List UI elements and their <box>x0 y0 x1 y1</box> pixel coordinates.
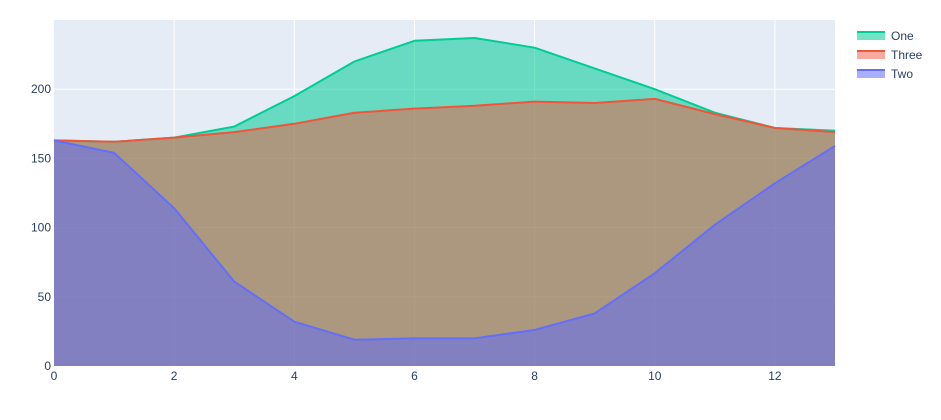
legend-item-one[interactable]: One <box>857 29 914 43</box>
y-tick-label: 200 <box>31 82 51 96</box>
line-two <box>53 139 836 341</box>
x-tick-label: 12 <box>768 369 782 383</box>
x-tick-label: 8 <box>531 369 538 383</box>
legend-swatch <box>857 51 885 59</box>
line-three <box>53 97 836 143</box>
y-tick-label: 100 <box>31 221 51 235</box>
area-two <box>54 140 835 366</box>
x-tick-label: 2 <box>171 369 178 383</box>
series-lines <box>53 36 836 341</box>
y-tick-label: 50 <box>38 290 52 304</box>
legend[interactable]: One Three Two <box>857 29 923 81</box>
legend-swatch <box>857 32 885 40</box>
legend-label: Two <box>891 67 913 81</box>
legend-label: Three <box>891 48 923 62</box>
x-tick-label: 10 <box>648 369 662 383</box>
y-tick-label: 0 <box>44 359 51 373</box>
x-tick-label: 6 <box>411 369 418 383</box>
x-axis-ticks: 0 2 4 6 8 10 12 <box>51 369 782 383</box>
legend-item-three[interactable]: Three <box>857 48 923 62</box>
legend-label: One <box>891 29 914 43</box>
x-tick-label: 0 <box>51 369 58 383</box>
x-tick-label: 4 <box>291 369 298 383</box>
legend-swatch <box>857 70 885 78</box>
y-tick-label: 150 <box>31 151 51 165</box>
y-axis-ticks: 0 50 100 150 200 <box>31 82 51 373</box>
legend-item-two[interactable]: Two <box>857 67 913 81</box>
